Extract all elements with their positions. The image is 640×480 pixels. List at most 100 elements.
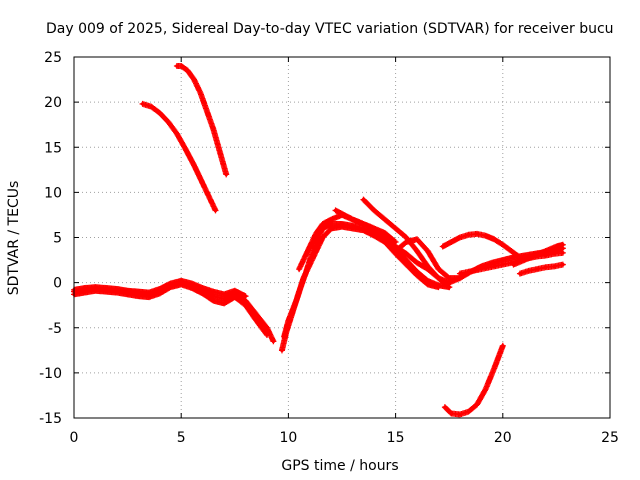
data-point (280, 348, 284, 353)
series-arc-main-5 (281, 223, 442, 340)
data-point (490, 260, 494, 265)
x-tick-label: 20 (494, 430, 512, 446)
data-point (425, 249, 430, 253)
data-point (447, 285, 452, 289)
data-point (243, 294, 248, 298)
data-point (140, 102, 145, 106)
data-point (440, 244, 445, 249)
data-point (425, 282, 430, 287)
x-tick-label: 5 (177, 430, 186, 446)
data-point (501, 262, 505, 267)
data-point (466, 269, 471, 274)
chart-title: Day 009 of 2025, Sidereal Day-to-day VTE… (46, 21, 614, 37)
data-point (511, 255, 516, 260)
data-point (554, 244, 559, 249)
y-tick-label: 0 (53, 276, 62, 292)
data-point (314, 231, 319, 235)
data-point (361, 222, 366, 226)
data-point (192, 77, 196, 82)
data-point (200, 286, 205, 290)
data-point (449, 240, 454, 244)
data-point (179, 279, 183, 283)
data-point (149, 104, 153, 109)
data-point (475, 402, 479, 407)
data-point (190, 286, 194, 290)
data-point (543, 253, 548, 258)
data-point (492, 366, 497, 371)
data-point (522, 258, 527, 262)
data-point (211, 127, 216, 131)
data-point (533, 253, 537, 258)
y-tick-label: 5 (53, 231, 62, 247)
data-point (501, 258, 505, 262)
series-arc-main-7 (332, 207, 463, 286)
x-tick-label: 0 (70, 430, 79, 446)
data-point (233, 288, 237, 293)
data-point (447, 276, 452, 280)
data-point (509, 249, 514, 253)
series-arc-main-12 (516, 261, 566, 277)
data-point (243, 303, 248, 307)
data-point (183, 147, 188, 151)
data-point (415, 249, 419, 253)
data-point (82, 290, 87, 295)
data-point (393, 226, 398, 231)
data-point (333, 208, 338, 213)
data-point (458, 271, 462, 276)
data-point (483, 387, 488, 391)
y-tick-label: 15 (44, 140, 62, 156)
data-point (115, 287, 119, 291)
data-point (483, 266, 488, 270)
data-point (290, 307, 295, 312)
data-point (166, 120, 171, 124)
data-point (415, 237, 419, 242)
series-arc-main-9 (392, 236, 566, 282)
data-point (404, 240, 409, 244)
data-point (157, 111, 162, 115)
data-point (308, 244, 312, 249)
data-point (157, 291, 162, 296)
series-arc-upper-2 (139, 100, 219, 214)
data-point (475, 268, 479, 272)
data-points (71, 63, 566, 418)
data-point (475, 232, 479, 236)
data-point (415, 260, 419, 265)
data-point (458, 235, 462, 240)
data-point (350, 217, 355, 222)
data-point (175, 131, 179, 136)
data-point (213, 208, 218, 213)
data-point (308, 262, 312, 267)
data-point (372, 208, 376, 213)
data-point (436, 267, 441, 271)
data-point (254, 318, 259, 323)
data-point (222, 301, 226, 306)
y-tick-label: -5 (48, 321, 62, 337)
data-point (404, 235, 409, 240)
data-point (404, 262, 409, 267)
data-point (535, 267, 539, 271)
data-point (136, 294, 141, 298)
data-point (466, 232, 471, 237)
y-tick-label: 20 (44, 95, 62, 111)
data-point (205, 109, 209, 113)
data-point (458, 412, 462, 417)
data-point (518, 271, 522, 276)
data-point (466, 409, 471, 414)
data-point (501, 344, 505, 348)
data-point (561, 242, 565, 247)
data-point (157, 287, 162, 291)
data-point (436, 276, 441, 280)
data-point (350, 226, 355, 231)
data-point (436, 285, 441, 289)
data-point (526, 269, 531, 273)
data-point (342, 213, 346, 217)
data-point (271, 339, 276, 344)
data-point (200, 181, 205, 186)
data-point (265, 325, 269, 330)
y-tick-label: -10 (39, 366, 62, 382)
data-point (104, 286, 108, 290)
data-point (314, 249, 319, 253)
data-point (265, 333, 269, 337)
data-point (329, 217, 334, 222)
data-point (198, 91, 203, 95)
